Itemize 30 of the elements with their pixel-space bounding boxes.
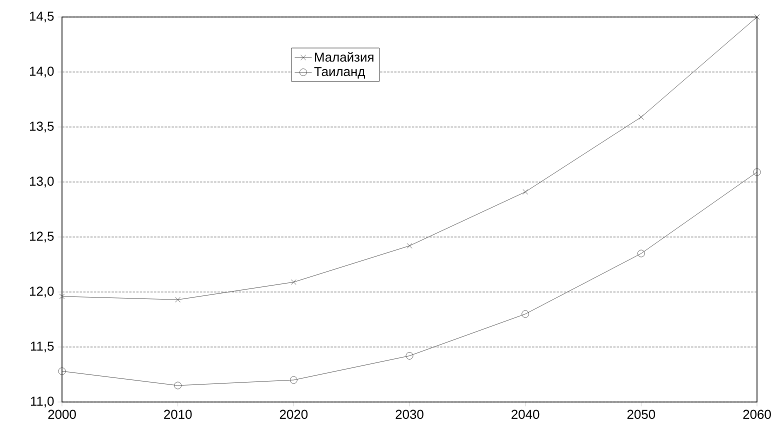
x-tick-label: 2000 — [48, 410, 76, 419]
point — [522, 189, 528, 195]
x-tick-label: 2030 — [396, 410, 424, 419]
x-tick-label: 2040 — [512, 410, 540, 419]
y-tick-label: 13,5 — [30, 122, 54, 132]
point — [522, 310, 530, 318]
y-tick-label: 12,5 — [30, 232, 54, 242]
point — [174, 382, 182, 390]
legend-label: Таиланд — [314, 67, 365, 79]
point — [637, 250, 645, 258]
y-tick-label: 14,5 — [30, 12, 54, 22]
y-tick-label: 11,5 — [30, 342, 54, 352]
y-tick-label: 14,0 — [30, 66, 54, 78]
y-tick-label: 11,0 — [30, 396, 54, 408]
point — [638, 114, 644, 120]
x-tick-label: 2060 — [743, 410, 771, 419]
point — [753, 168, 761, 176]
x-tick-label: 2010 — [164, 410, 192, 419]
point — [290, 376, 298, 384]
point — [406, 243, 412, 248]
point — [291, 279, 296, 285]
y-tick-label: 12,0 — [30, 286, 54, 298]
y-tick-label: 13,0 — [30, 176, 54, 188]
x-tick-label: 2050 — [627, 410, 656, 419]
point — [175, 297, 180, 302]
point — [59, 294, 65, 300]
point — [406, 352, 414, 360]
legend-label: Малайзия — [315, 52, 374, 62]
x-tick-label: 2020 — [280, 410, 308, 419]
point — [58, 368, 66, 375]
